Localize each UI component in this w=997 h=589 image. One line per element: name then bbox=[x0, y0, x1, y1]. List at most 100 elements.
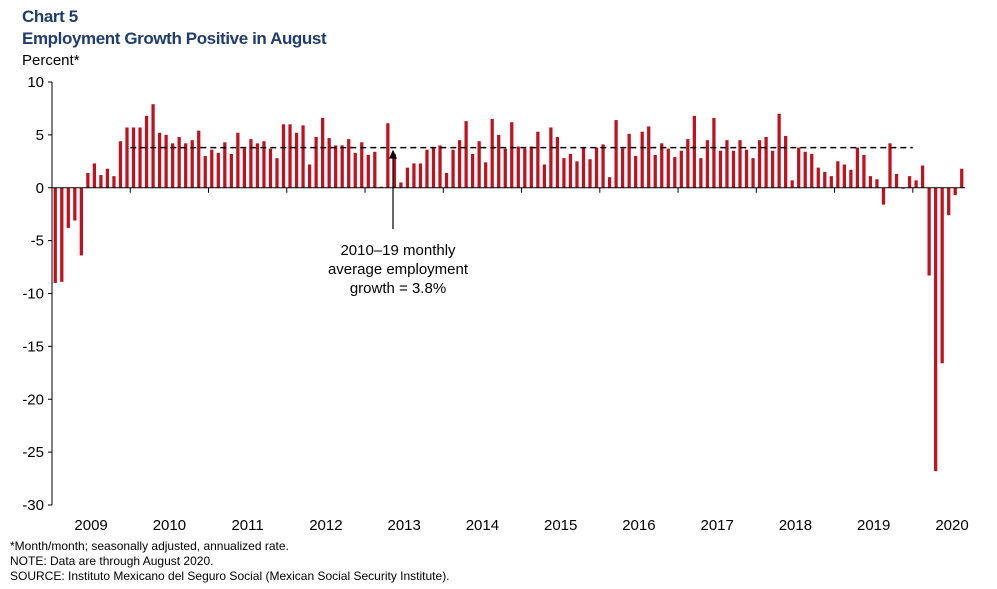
bar bbox=[118, 141, 123, 188]
bar bbox=[601, 144, 605, 188]
bar bbox=[451, 149, 455, 188]
bar bbox=[725, 140, 729, 188]
y-tick-label: -20 bbox=[22, 391, 44, 408]
bar bbox=[692, 115, 696, 188]
bar bbox=[66, 187, 70, 228]
bar bbox=[249, 139, 253, 188]
annotation-text: 2010–19 monthly bbox=[340, 242, 456, 259]
bar bbox=[184, 143, 188, 188]
bar bbox=[620, 148, 625, 188]
bar bbox=[125, 127, 129, 188]
bar bbox=[281, 124, 286, 188]
bar bbox=[575, 161, 579, 188]
x-tick-label: 2015 bbox=[544, 517, 577, 534]
annotation-text: growth = 3.8% bbox=[350, 280, 446, 297]
bar bbox=[836, 161, 840, 188]
bar bbox=[842, 164, 846, 188]
bar bbox=[236, 132, 240, 188]
bar bbox=[471, 153, 475, 188]
bar bbox=[262, 141, 266, 188]
bar bbox=[634, 156, 638, 188]
y-tick-label: 10 bbox=[27, 74, 44, 91]
bar bbox=[712, 117, 716, 188]
bar bbox=[242, 148, 247, 188]
bar bbox=[229, 153, 233, 188]
bar bbox=[920, 165, 925, 188]
bar bbox=[105, 168, 110, 188]
bar bbox=[444, 172, 449, 188]
bar bbox=[718, 150, 723, 188]
chart-notes: *Month/month; seasonally adjusted, annua… bbox=[10, 539, 450, 584]
y-tick-label: 5 bbox=[36, 127, 44, 144]
bar bbox=[294, 132, 299, 188]
bar bbox=[99, 175, 103, 188]
bar bbox=[412, 163, 416, 188]
bar bbox=[529, 146, 533, 188]
bar bbox=[673, 157, 677, 188]
bar bbox=[353, 152, 357, 188]
bar bbox=[177, 136, 181, 188]
bar bbox=[927, 187, 931, 276]
x-tick-label: 2017 bbox=[701, 517, 734, 534]
annotation-arrow-head bbox=[389, 149, 397, 159]
bar bbox=[523, 148, 527, 188]
bar bbox=[803, 151, 807, 188]
bar bbox=[875, 179, 879, 188]
bar bbox=[418, 163, 423, 188]
bar bbox=[666, 148, 670, 188]
x-tick-label: 2018 bbox=[779, 517, 812, 534]
y-axis-label: Percent* bbox=[22, 52, 80, 69]
bar bbox=[112, 176, 116, 188]
bar bbox=[503, 148, 507, 188]
bar bbox=[203, 156, 207, 188]
bar bbox=[614, 120, 618, 188]
bar bbox=[810, 153, 814, 188]
bar bbox=[301, 125, 305, 188]
y-tick-label: -15 bbox=[22, 338, 44, 355]
bar bbox=[568, 153, 573, 188]
bar bbox=[497, 134, 501, 188]
bar bbox=[510, 122, 514, 188]
bar bbox=[73, 187, 77, 221]
bar bbox=[549, 127, 553, 188]
bar bbox=[223, 142, 227, 188]
footnote: *Month/month; seasonally adjusted, annua… bbox=[10, 539, 289, 553]
bar bbox=[425, 149, 429, 188]
x-tick-label: 2016 bbox=[622, 517, 655, 534]
bar bbox=[647, 126, 651, 188]
bar bbox=[53, 187, 57, 283]
bar bbox=[92, 163, 97, 188]
bar bbox=[894, 174, 899, 188]
bar bbox=[386, 123, 390, 188]
source-line: SOURCE: Instituto Mexicano del Seguro So… bbox=[10, 569, 450, 583]
bar bbox=[790, 180, 794, 188]
y-tick-label: -30 bbox=[22, 497, 44, 514]
bar bbox=[653, 154, 657, 188]
bar bbox=[216, 152, 220, 188]
bar bbox=[268, 148, 273, 188]
bar bbox=[171, 143, 175, 188]
bar bbox=[934, 187, 938, 472]
note-line: NOTE: Data are through August 2020. bbox=[10, 554, 214, 568]
bar bbox=[914, 180, 918, 188]
chart-title: Employment Growth Positive in August bbox=[22, 29, 327, 48]
bar bbox=[516, 146, 520, 188]
bar bbox=[490, 119, 494, 188]
bar bbox=[477, 141, 481, 188]
bar bbox=[555, 136, 560, 188]
bar bbox=[457, 140, 462, 188]
bar bbox=[366, 154, 370, 188]
bar bbox=[314, 136, 318, 188]
bar bbox=[581, 147, 586, 188]
bar bbox=[307, 164, 312, 188]
bar bbox=[379, 186, 383, 188]
bar bbox=[562, 158, 566, 188]
bar bbox=[744, 149, 749, 188]
bar bbox=[947, 187, 951, 216]
y-tick-label: -10 bbox=[22, 286, 44, 303]
bar bbox=[542, 164, 546, 188]
bar bbox=[764, 136, 768, 188]
bar bbox=[373, 151, 377, 188]
bar bbox=[60, 187, 64, 282]
bar bbox=[275, 158, 279, 188]
